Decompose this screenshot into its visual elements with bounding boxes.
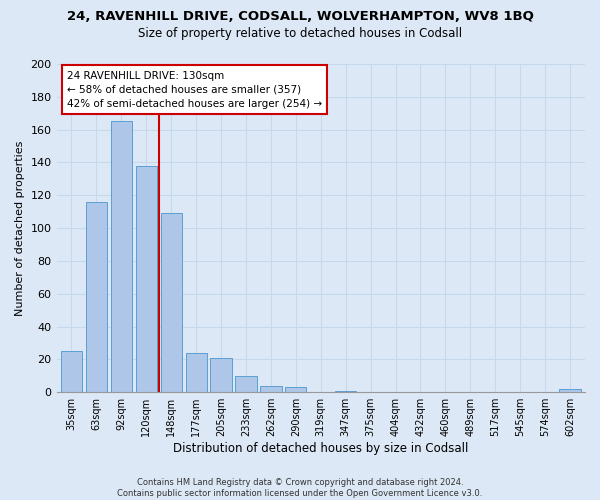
Bar [235, 376, 257, 392]
Text: Size of property relative to detached houses in Codsall: Size of property relative to detached ho… [138, 28, 462, 40]
Bar [111, 122, 132, 392]
Bar [559, 389, 581, 392]
Bar [161, 214, 182, 392]
X-axis label: Distribution of detached houses by size in Codsall: Distribution of detached houses by size … [173, 442, 469, 455]
Text: Contains HM Land Registry data © Crown copyright and database right 2024.
Contai: Contains HM Land Registry data © Crown c… [118, 478, 482, 498]
Bar [335, 390, 356, 392]
Bar [86, 202, 107, 392]
Bar [211, 358, 232, 392]
Text: 24, RAVENHILL DRIVE, CODSALL, WOLVERHAMPTON, WV8 1BQ: 24, RAVENHILL DRIVE, CODSALL, WOLVERHAMP… [67, 10, 533, 23]
Bar [61, 351, 82, 392]
Text: 24 RAVENHILL DRIVE: 130sqm
← 58% of detached houses are smaller (357)
42% of sem: 24 RAVENHILL DRIVE: 130sqm ← 58% of deta… [67, 70, 322, 108]
Bar [185, 353, 207, 392]
Bar [285, 388, 307, 392]
Bar [260, 386, 281, 392]
Bar [136, 166, 157, 392]
Y-axis label: Number of detached properties: Number of detached properties [15, 140, 25, 316]
